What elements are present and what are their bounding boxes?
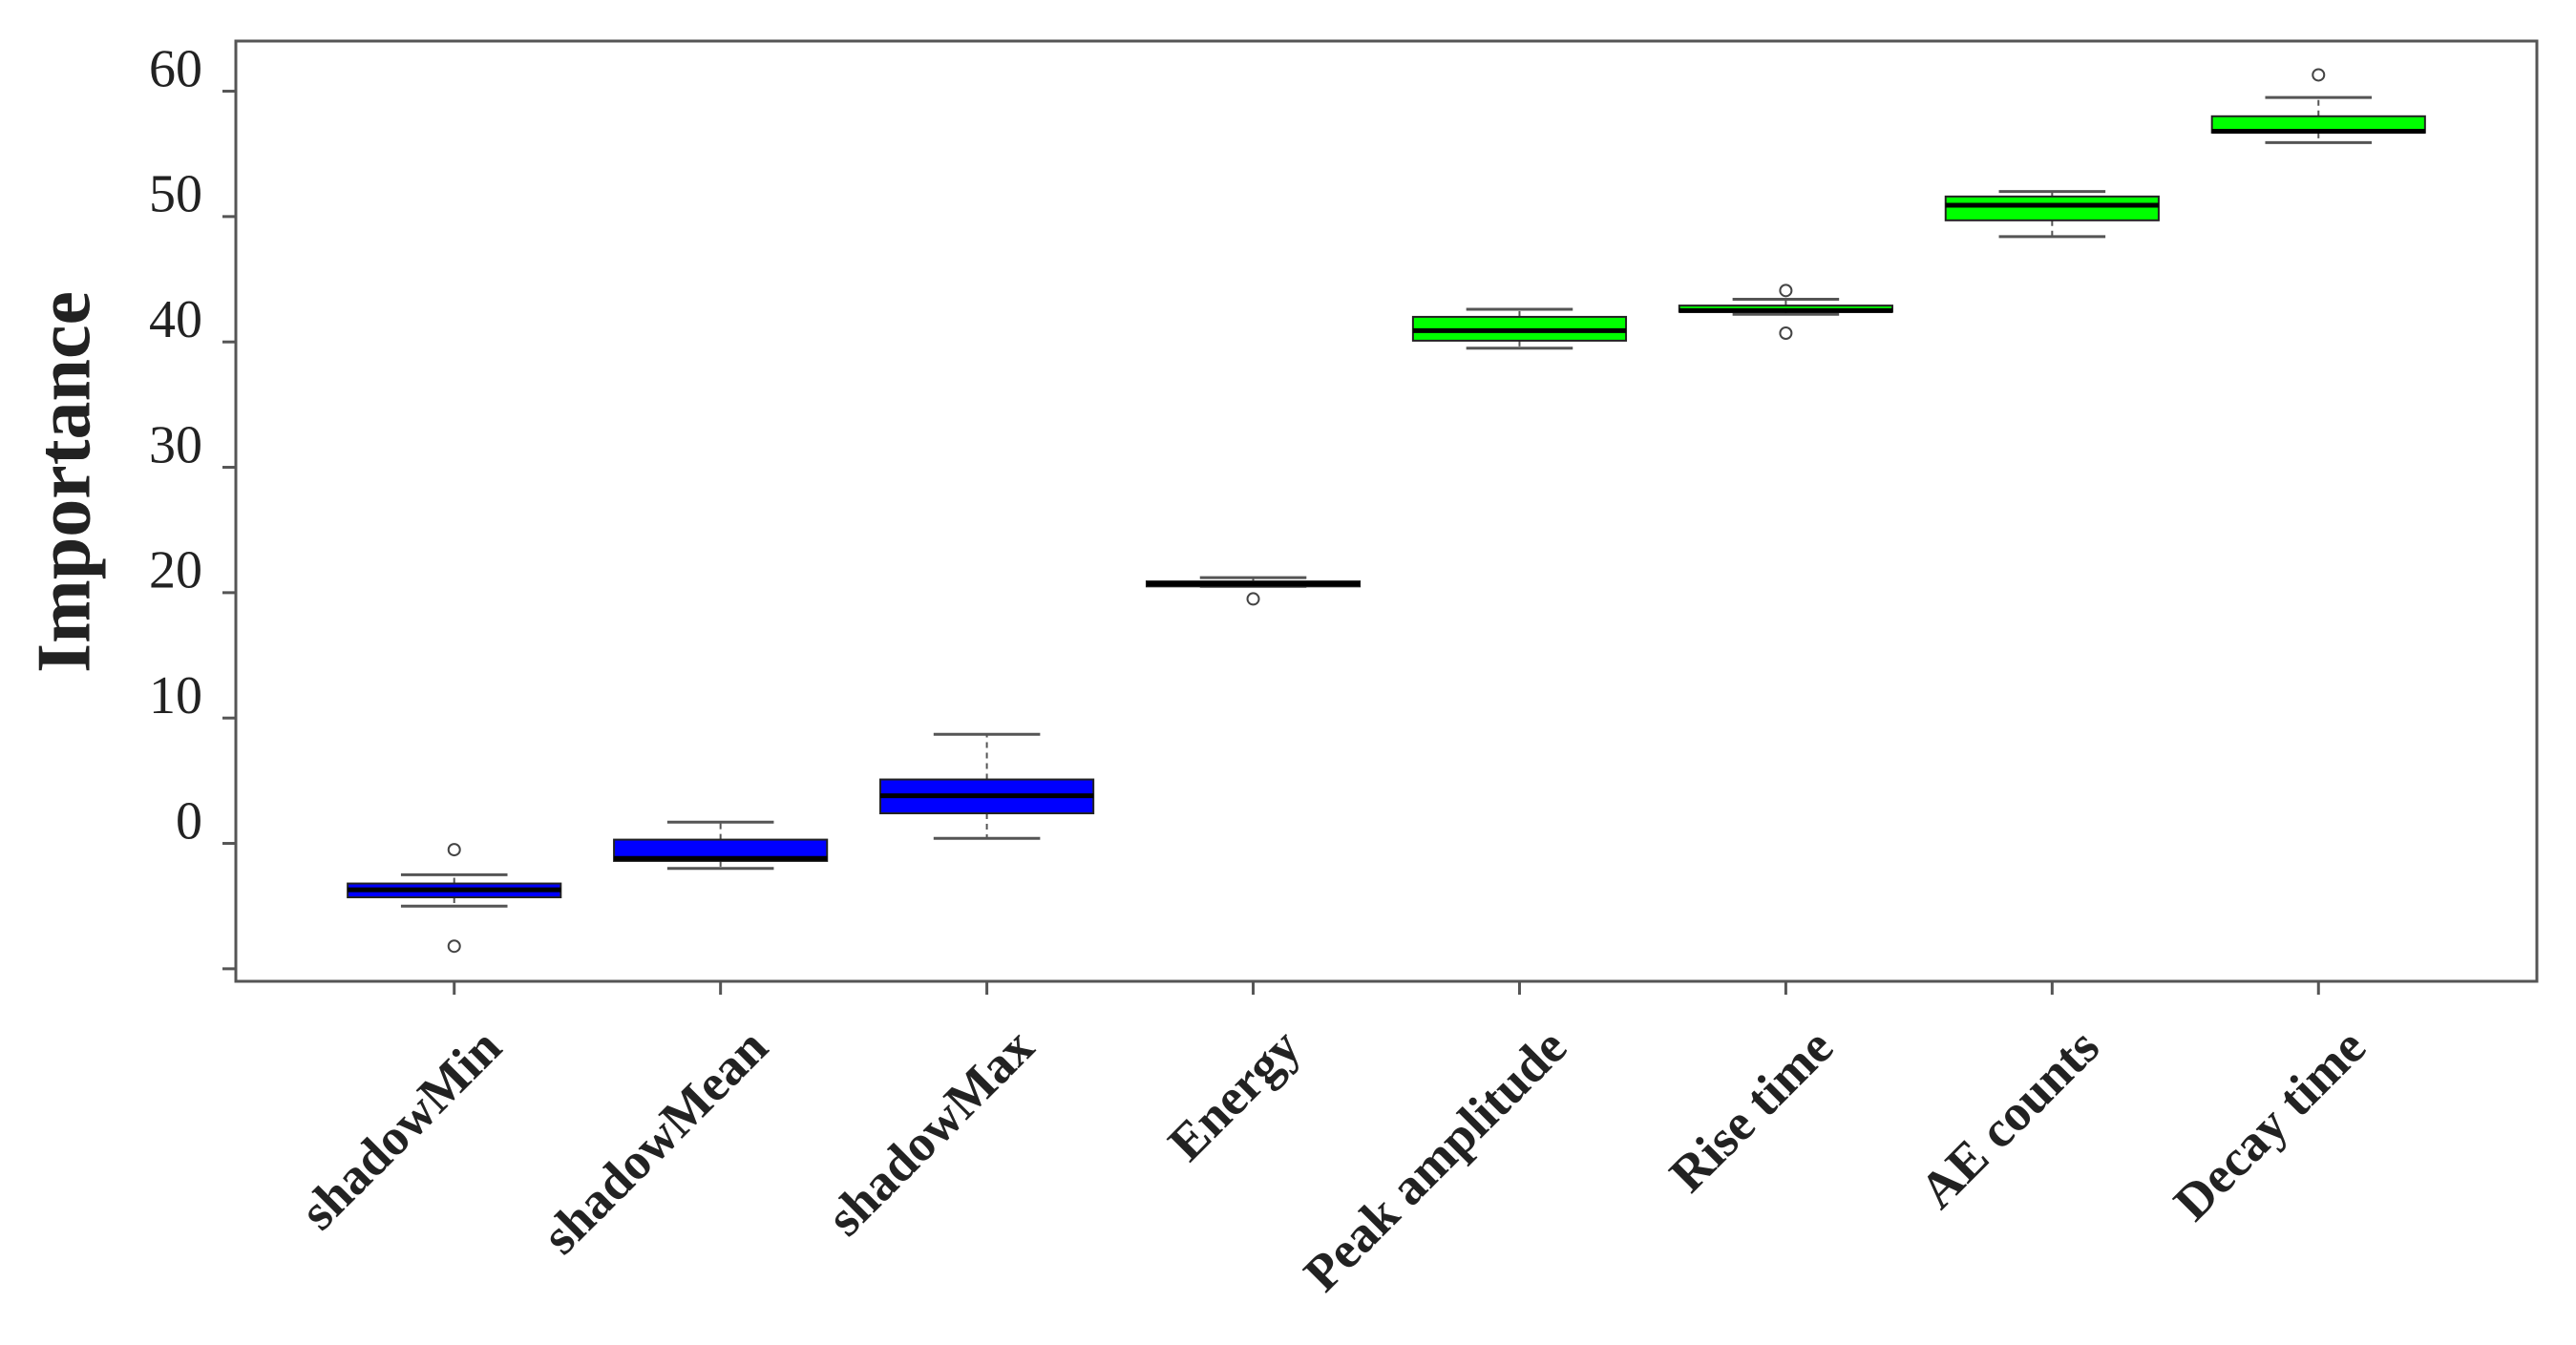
plot-frame <box>234 39 2539 983</box>
y-tick-label: 40 <box>149 290 202 349</box>
outlier <box>2312 68 2326 82</box>
outlier <box>1246 592 1260 606</box>
x-tick-label: shadowMax <box>815 1018 1045 1247</box>
y-tick-label: 10 <box>149 666 202 725</box>
y-tick-label: 20 <box>149 541 202 600</box>
x-tick-label: Energy <box>1157 1018 1311 1171</box>
box <box>613 838 829 862</box>
x-tick-label: Decay time <box>2163 1018 2376 1231</box>
y-tick-label: 0 <box>176 791 202 851</box>
outlier <box>447 843 461 857</box>
x-tick-label: AE counts <box>1909 1018 2110 1219</box>
y-tick-label: 50 <box>149 165 202 224</box>
x-tick-label: Rise time <box>1658 1018 1844 1203</box>
outlier <box>1779 284 1793 298</box>
outlier <box>447 939 461 954</box>
y-tick-label: 60 <box>149 39 202 98</box>
outlier <box>1779 326 1793 341</box>
y-tick-label: 30 <box>149 415 202 474</box>
x-tick-label: shadowMean <box>531 1018 778 1265</box>
y-axis-label: Importance <box>22 291 106 673</box>
box <box>1944 195 2160 221</box>
x-tick-label: shadowMin <box>289 1018 512 1240</box>
x-tick-label: Peak amplitude <box>1293 1018 1577 1302</box>
